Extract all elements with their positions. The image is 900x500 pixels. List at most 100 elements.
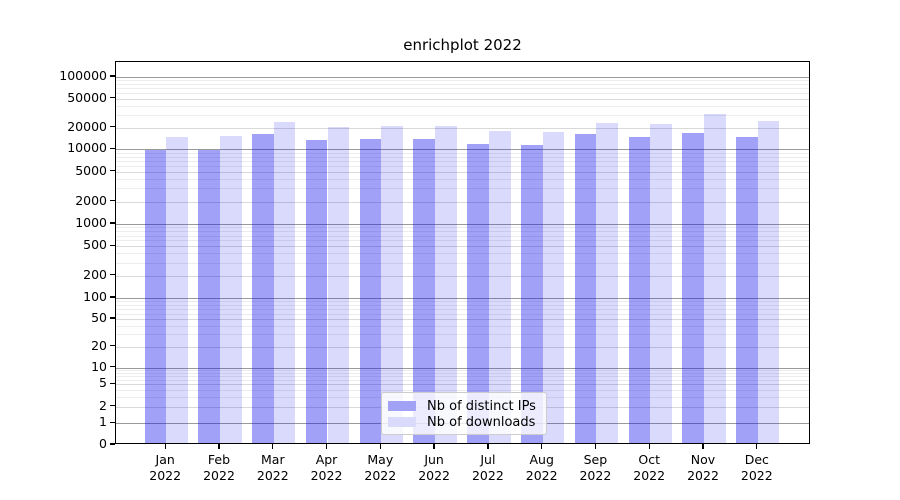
gridline [116,346,809,348]
bar-downloads-aug [542,131,565,443]
minor-gridline [116,370,809,372]
y-tick [110,317,115,319]
minor-gridline [116,179,809,180]
y-tick [110,421,115,423]
y-tick [110,222,115,224]
y-tick [110,404,115,407]
y-tick-label: 20 [91,337,107,353]
y-tick-label: 1000 [75,215,107,230]
minor-gridline [116,231,809,233]
x-tick [594,444,597,449]
legend-label-downloads: Nb of downloads [427,414,536,430]
y-tick-label: 20000 [67,118,107,134]
major-gridline [116,76,809,78]
major-gridline [116,224,809,225]
bar-downloads-nov [704,114,726,443]
y-tick-label: 1 [99,414,107,430]
y-tick [110,244,115,246]
minor-gridline [116,160,809,162]
bar-distinct-ips-feb [198,149,220,443]
minor-gridline [116,188,809,190]
bar-distinct-ips-jun [413,139,436,443]
minor-gridline [116,93,809,94]
y-tick [110,147,115,149]
y-tick [110,366,115,368]
x-tick [272,444,274,449]
minor-gridline [116,376,809,378]
minor-gridline [116,105,809,107]
bar-downloads-apr [327,127,350,443]
y-tick-label: 10 [91,358,107,374]
y-tick-label: 100 [83,289,107,304]
x-tick-label: Mar 2022 [256,452,289,483]
gridline [116,384,809,386]
x-tick [379,444,381,449]
minor-gridline [116,235,809,237]
gridline [116,246,809,248]
minor-gridline [116,304,809,306]
legend-label-distinct-ips: Nb of distinct IPs [427,398,536,414]
bar-distinct-ips-dec [736,137,758,443]
y-tick-label: 10000 [67,140,107,156]
y-tick-label: 5000 [75,162,107,178]
y-tick-label: 5 [99,375,107,391]
plot-area [115,61,810,444]
minor-gridline [116,262,809,264]
bar-distinct-ips-jan [144,149,167,443]
major-gridline [116,298,809,299]
minor-gridline [116,380,809,381]
y-tick-label: 2000 [75,192,107,208]
x-tick-label: Apr 2022 [310,452,343,483]
x-tick [325,444,328,449]
minor-gridline [116,165,809,167]
y-tick [110,170,115,172]
x-tick [702,444,704,449]
bar-distinct-ips-apr [305,139,328,443]
y-tick [110,274,115,276]
minor-gridline [116,373,809,375]
minor-gridline [116,313,809,315]
bar-downloads-jul [488,131,511,443]
gridline [116,275,809,277]
gridline [116,127,809,129]
bar-distinct-ips-sep [574,134,597,443]
y-tick [110,125,115,128]
legend-swatch-distinct-ips-icon [388,401,416,411]
x-tick-label: Nov 2022 [687,452,719,483]
y-tick [110,75,115,77]
bar-distinct-ips-mar [252,133,274,443]
minor-gridline [116,334,809,336]
minor-gridline [116,80,809,82]
y-tick [110,382,115,385]
x-tick-label: Dec 2022 [740,452,773,483]
bar-downloads-jun [435,126,457,443]
x-tick [164,444,166,449]
minor-gridline [116,152,809,154]
y-tick-label: 0 [99,436,107,451]
bar-distinct-ips-nov [682,132,704,443]
gridline [116,201,809,203]
major-gridline [116,367,809,369]
legend-item-distinct-ips: Nb of distinct IPs [388,398,538,414]
minor-gridline [116,308,809,310]
y-tick-label: 2 [99,397,107,413]
minor-gridline [116,83,809,85]
gridline [116,98,809,100]
y-tick [110,443,115,445]
x-tick-label: May 2022 [364,452,397,483]
legend: Nb of distinct IPs Nb of downloads [381,392,547,435]
minor-gridline [116,156,809,158]
x-tick [648,444,650,449]
bar-distinct-ips-jul [467,143,489,443]
minor-gridline [116,389,809,391]
x-tick-label: Aug 2022 [525,452,558,483]
y-tick-label: 50 [91,310,107,325]
y-tick-label: 50000 [67,89,107,105]
y-tick-label: 500 [83,237,107,253]
bar-downloads-mar [273,121,296,443]
x-tick [541,444,543,449]
legend-swatch-downloads-icon [388,417,416,427]
minor-gridline [116,301,809,303]
bar-downloads-feb [220,136,242,443]
bar-downloads-oct [650,124,672,443]
